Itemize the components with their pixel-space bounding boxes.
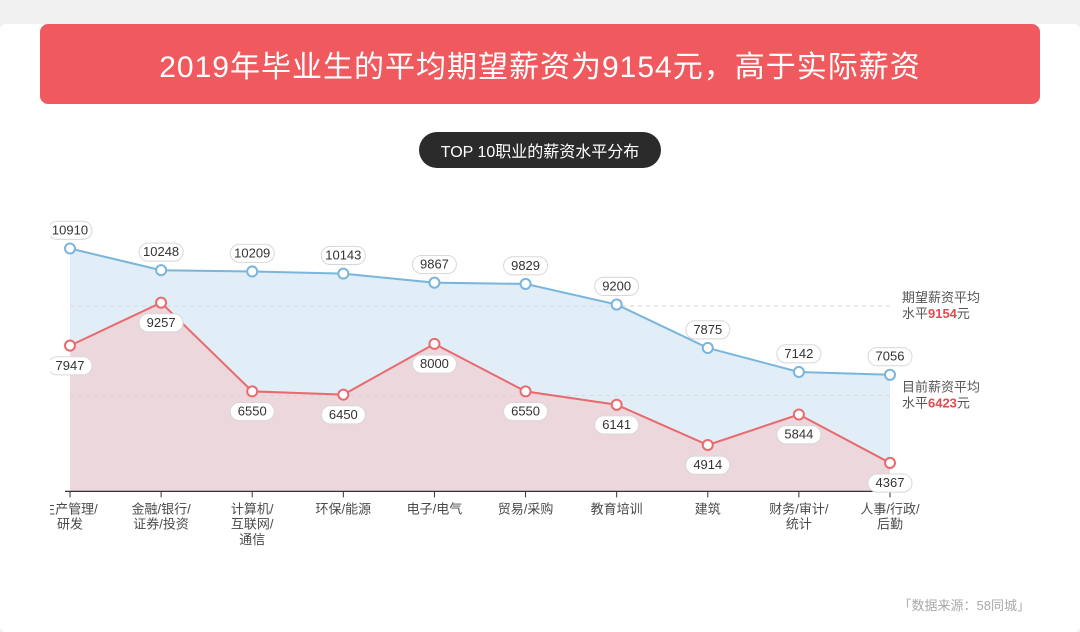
svg-text:统计: 统计 (786, 517, 812, 532)
svg-text:10209: 10209 (234, 245, 270, 260)
chart-svg: 生产管理/研发 金融/银行/证券/投资 计算机/互联网/通信 环保/能源 电子/电气 贸易… (50, 209, 1030, 572)
page: 2019年毕业生的平均期望薪资为9154元，高于实际薪资 TOP 10职业的薪资… (0, 24, 1080, 632)
svg-text:教育培训: 教育培训 (591, 501, 643, 516)
svg-text:6550: 6550 (511, 404, 540, 419)
subtitle-pill: TOP 10职业的薪资水平分布 (419, 132, 662, 168)
svg-text:环保/能源: 环保/能源 (316, 501, 372, 516)
svg-text:7875: 7875 (693, 322, 722, 337)
page-title: 2019年毕业生的平均期望薪资为9154元，高于实际薪资 (60, 42, 1020, 86)
svg-text:6450: 6450 (329, 407, 358, 422)
svg-text:4914: 4914 (693, 457, 722, 472)
svg-text:5844: 5844 (784, 427, 813, 442)
svg-text:生产管理/: 生产管理/ (50, 501, 98, 516)
svg-text:目前薪资平均: 目前薪资平均 (902, 379, 980, 394)
svg-text:9200: 9200 (602, 278, 631, 293)
svg-text:人事/行政/: 人事/行政/ (860, 501, 920, 516)
svg-text:研发: 研发 (57, 517, 83, 532)
svg-text:建筑: 建筑 (695, 501, 721, 516)
svg-text:6550: 6550 (238, 404, 267, 419)
svg-text:计算机/: 计算机/ (231, 501, 274, 516)
svg-text:证券/投资: 证券/投资 (133, 517, 189, 532)
svg-text:7947: 7947 (56, 358, 85, 373)
svg-text:7142: 7142 (784, 346, 813, 361)
svg-text:8000: 8000 (420, 356, 449, 371)
svg-text:10248: 10248 (143, 244, 179, 259)
svg-text:通信: 通信 (239, 532, 265, 547)
svg-text:4367: 4367 (876, 475, 905, 490)
svg-text:水平6423元: 水平6423元 (902, 396, 970, 411)
svg-text:10910: 10910 (52, 222, 88, 237)
svg-text:金融/银行/: 金融/银行/ (132, 501, 192, 516)
svg-text:后勤: 后勤 (877, 517, 903, 532)
salary-chart: 生产管理/研发 金融/银行/证券/投资 计算机/互联网/通信 环保/能源 电子/电气 贸易… (50, 209, 1030, 572)
svg-text:互联网/: 互联网/ (231, 517, 274, 532)
svg-text:7056: 7056 (876, 349, 905, 364)
svg-text:9867: 9867 (420, 257, 449, 272)
header-banner: 2019年毕业生的平均期望薪资为9154元，高于实际薪资 (40, 24, 1040, 104)
svg-text:财务/审计/: 财务/审计/ (769, 501, 829, 516)
svg-text:水平9154元: 水平9154元 (902, 306, 970, 321)
svg-text:9829: 9829 (511, 258, 540, 273)
svg-text:6141: 6141 (602, 417, 631, 432)
svg-text:贸易/采购: 贸易/采购 (498, 501, 554, 516)
svg-text:电子/电气: 电子/电气 (407, 501, 463, 516)
svg-text:9257: 9257 (147, 315, 176, 330)
svg-text:10143: 10143 (325, 247, 361, 262)
data-source: 「数据来源：58同城」 (899, 595, 1030, 614)
svg-text:期望薪资平均: 期望薪资平均 (902, 290, 980, 305)
